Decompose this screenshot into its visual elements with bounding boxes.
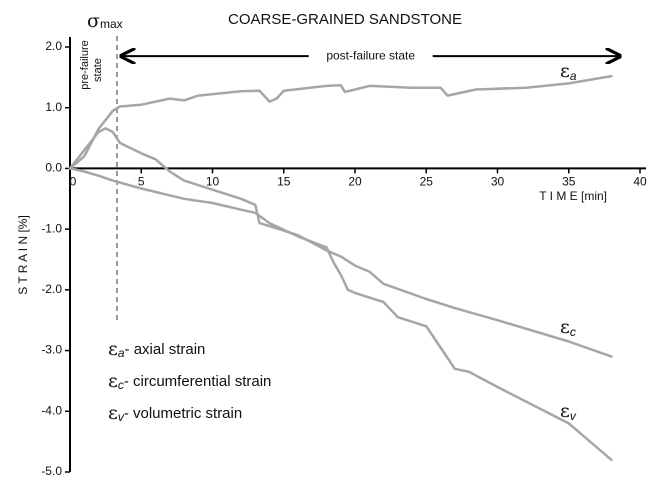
x-tick-label: 0 [70,175,77,189]
y-axis-label: S T R A I N [%] [16,215,30,295]
legend-subscript: a [118,346,125,360]
sigma-max-label: σmax [87,10,123,32]
legend-entry: εv- volumetric strain [108,402,242,424]
y-tick-label: 0.0 [45,161,62,175]
series-symbol: ε [560,400,570,422]
series-subscript: c [570,325,576,339]
sigma-symbol: σ [87,10,100,32]
pre-failure-label: state [92,58,104,82]
post-failure-label: post-failure state [326,48,415,62]
y-tick-label: -4.0 [41,403,62,417]
x-tick-label: 5 [138,175,145,189]
y-tick-label: -1.0 [41,221,62,235]
series-line [68,167,613,462]
x-tick-label: 30 [491,175,505,189]
sigma-subscript: max [100,17,123,31]
x-axis-label: T I M E [min] [539,189,607,203]
series-symbol: ε [560,316,570,338]
series-label: εa [560,60,577,83]
post-failure-bg [308,47,433,66]
x-tick-label: 40 [633,175,647,189]
legend-subscript: c [118,378,124,392]
y-tick-label: -3.0 [41,343,62,357]
series-label: εc [560,316,576,339]
series-subscript: a [570,69,577,83]
legend-description: - circumferential strain [124,373,272,390]
legend-entry: εc- circumferential strain [108,370,271,392]
legend-symbol: ε [108,338,118,360]
y-tick-label: -5.0 [41,464,62,478]
chart-title: COARSE-GRAINED SANDSTONE [228,11,462,28]
x-tick-label: 25 [420,175,434,189]
legend-subscript: v [118,410,125,424]
series-line [68,127,613,358]
legend-description: - axial strain [125,341,206,358]
legend-symbol: ε [108,370,118,392]
legend-description: - volumetric strain [124,405,242,422]
legend-entry: εa- axial strain [108,338,205,360]
x-tick-label: 35 [562,175,576,189]
x-tick-label: 15 [277,175,291,189]
series-symbol: ε [560,60,570,82]
series-line [68,74,613,170]
y-tick-label: 2.0 [45,39,62,53]
x-tick-label: 10 [206,175,220,189]
series-subscript: v [570,409,577,423]
x-tick-label: 20 [348,175,362,189]
legend-symbol: ε [108,402,118,424]
y-tick-label: -2.0 [41,282,62,296]
pre-failure-label: pre-failure [79,40,91,90]
y-tick-label: 1.0 [45,100,62,114]
series-label: εv [560,400,577,423]
